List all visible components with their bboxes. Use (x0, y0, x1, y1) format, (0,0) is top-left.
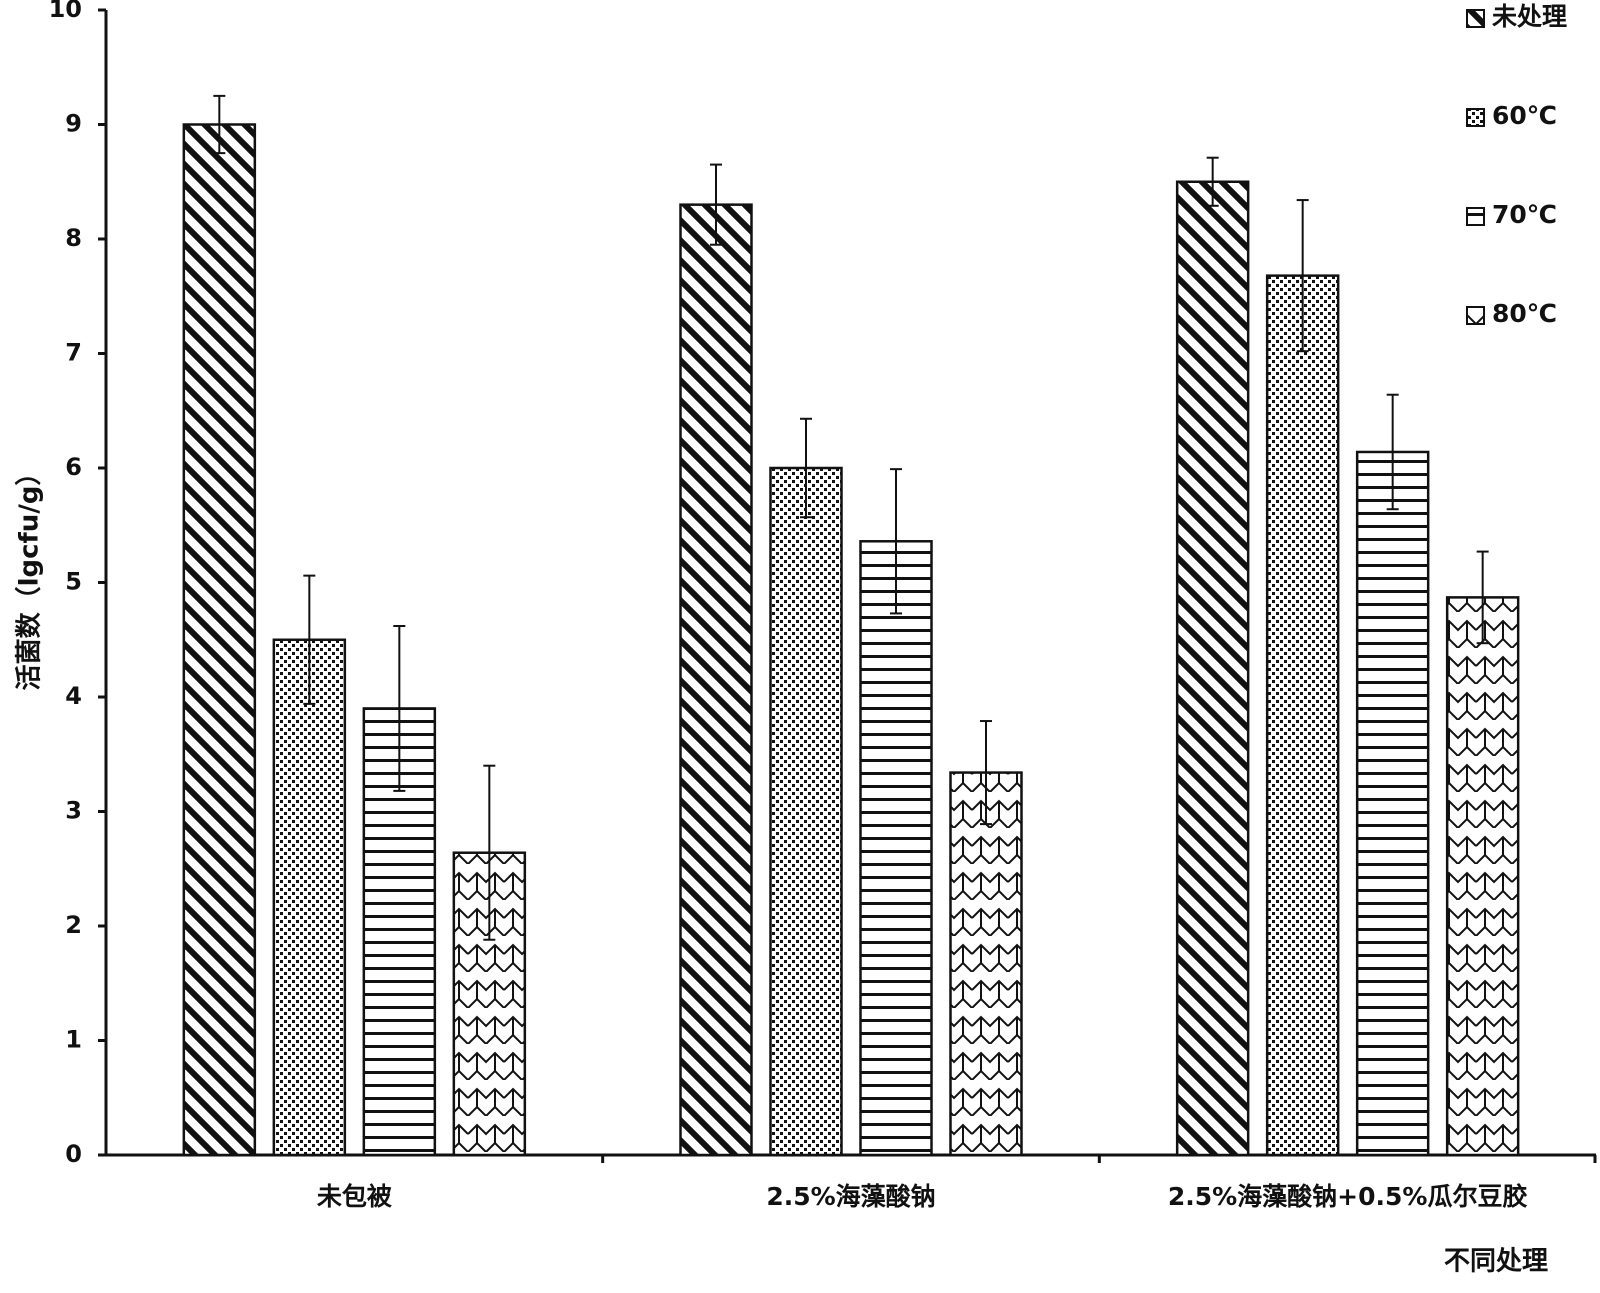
legend-swatch (1466, 9, 1485, 28)
bars (182, 123, 1520, 1157)
legend-label: 70℃ (1492, 200, 1557, 229)
bar (1265, 274, 1340, 1157)
x-category-label: 2.5%海藻酸钠+0.5%瓜尔豆胶 (1168, 1182, 1528, 1211)
bar (1355, 450, 1430, 1157)
y-tick-label: 0 (65, 1140, 82, 1168)
legend-swatch (1466, 306, 1485, 325)
y-tick-label: 9 (65, 110, 82, 138)
y-tick-label: 7 (65, 339, 82, 367)
bar (949, 771, 1023, 1157)
y-tick-label: 3 (65, 797, 82, 825)
y-tick-label: 8 (65, 224, 82, 252)
bar (272, 638, 347, 1157)
bar (769, 466, 843, 1157)
legend-swatch (1466, 108, 1485, 127)
bar (1175, 180, 1250, 1157)
y-tick-label: 4 (65, 682, 82, 710)
y-tick-label: 2 (65, 911, 82, 939)
legend-label: 60℃ (1492, 101, 1557, 130)
x-category-label: 2.5%海藻酸钠 (766, 1182, 935, 1211)
error-bars (213, 94, 1489, 941)
x-axis-title: 不同处理 (1444, 1247, 1548, 1277)
x-category-label: 未包被 (317, 1182, 392, 1211)
legend-label: 未处理 (1492, 2, 1567, 31)
bar (679, 203, 753, 1157)
y-tick-label: 10 (49, 0, 82, 23)
y-tick-label: 6 (65, 453, 82, 481)
axes: 0 1 2 3 4 5 6 7 8 9 10 未包被 2.5%海藻酸钠 2.5%海藻酸钠+0.5%瓜尔豆胶 (49, 0, 1597, 1211)
y-axis-title: 活菌数（lgcfu/g） (15, 460, 45, 691)
bar (1445, 596, 1520, 1157)
legend-label: 80℃ (1492, 299, 1557, 328)
y-tick-label: 1 (65, 1026, 82, 1054)
y-tick-label: 5 (65, 568, 82, 596)
legend-swatch (1466, 207, 1485, 226)
bar (182, 123, 257, 1157)
legend: 未处理 60℃ 70℃ 80℃ (1466, 2, 1567, 328)
bar (859, 540, 933, 1157)
